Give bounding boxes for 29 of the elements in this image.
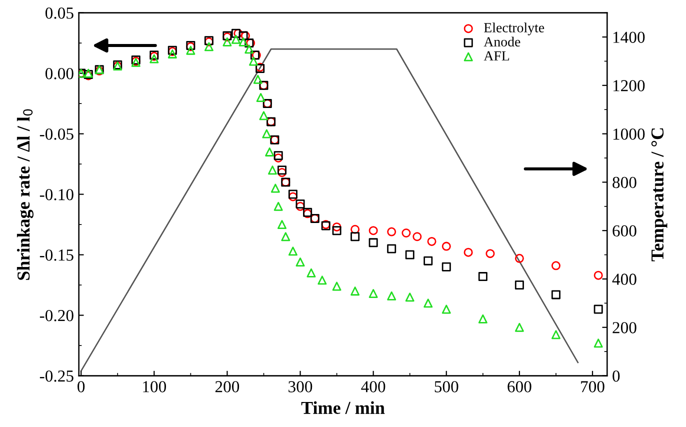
x-tick-label: 700 [581, 381, 604, 392]
y-axis-title: Shrinkage rate / Δl / l$_{0}$ [16, 109, 34, 280]
y2-tick-label: 200 [612, 322, 636, 334]
y2-tick-label: 1400 [613, 32, 645, 43]
y2-tick-label: 600 [612, 225, 636, 237]
y-tick-label: 0.05 [46, 8, 74, 19]
y2-tick-label: 800 [612, 176, 636, 188]
y-tick-label: 0.00 [46, 68, 74, 80]
y-tick-label: -0.25 [40, 370, 74, 382]
y-tick-label: -0.05 [40, 128, 74, 140]
x-tick-label: 100 [143, 381, 166, 392]
legend-label: AFL [484, 51, 510, 60]
x-tick-label: 500 [434, 381, 458, 392]
y-tick-label: -0.10 [40, 188, 74, 200]
y-tick-label: -0.15 [40, 249, 74, 261]
legend-label: Electrolyte [484, 22, 544, 36]
y-tick-label: -0.20 [40, 310, 74, 322]
y2-tick-label: 0 [612, 370, 620, 382]
y2-tick-label: 400 [612, 274, 636, 285]
x-tick-label: 400 [361, 381, 386, 392]
x-tick-label: 300 [288, 381, 312, 392]
legend-label: Anode [484, 36, 520, 46]
y2-tick-label: 1000 [613, 128, 645, 140]
x-axis-title: Time / min [301, 401, 385, 414]
x-tick-label: 0 [78, 381, 85, 392]
y2-tick-label: 1200 [613, 80, 645, 92]
y2-axis-title: Temperature / °C [651, 128, 668, 262]
x-tick-label: 200 [215, 381, 240, 392]
x-tick-label: 600 [508, 381, 532, 392]
